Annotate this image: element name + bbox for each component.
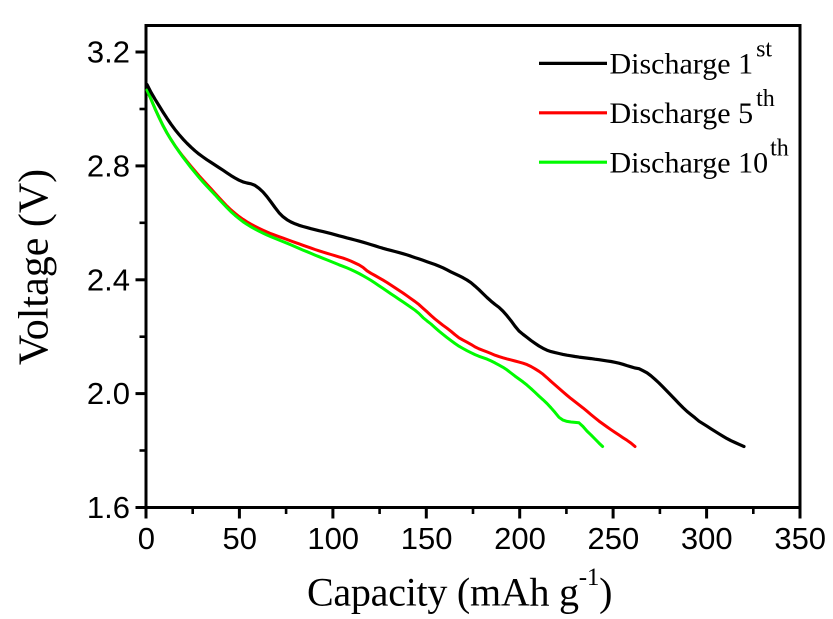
svg-text:200: 200 <box>494 521 546 556</box>
svg-text:1.6: 1.6 <box>87 490 130 525</box>
svg-text:0: 0 <box>138 521 155 556</box>
svg-text:50: 50 <box>223 521 257 556</box>
svg-text:150: 150 <box>401 521 453 556</box>
svg-text:Discharge 10th: Discharge 10th <box>610 136 789 180</box>
svg-text:2.0: 2.0 <box>87 376 130 411</box>
svg-text:2.4: 2.4 <box>87 262 130 297</box>
svg-text:350: 350 <box>774 521 826 556</box>
svg-text:Capacity (mAh g-1): Capacity (mAh g-1) <box>307 564 612 615</box>
svg-text:Discharge 1st: Discharge 1st <box>610 37 773 81</box>
svg-text:Discharge 5th: Discharge 5th <box>610 86 775 130</box>
svg-text:300: 300 <box>681 521 733 556</box>
svg-text:2.8: 2.8 <box>87 148 130 183</box>
svg-text:250: 250 <box>588 521 640 556</box>
svg-text:100: 100 <box>307 521 359 556</box>
svg-text:3.2: 3.2 <box>87 35 130 70</box>
svg-text:Voltage (V): Voltage (V) <box>12 169 58 365</box>
